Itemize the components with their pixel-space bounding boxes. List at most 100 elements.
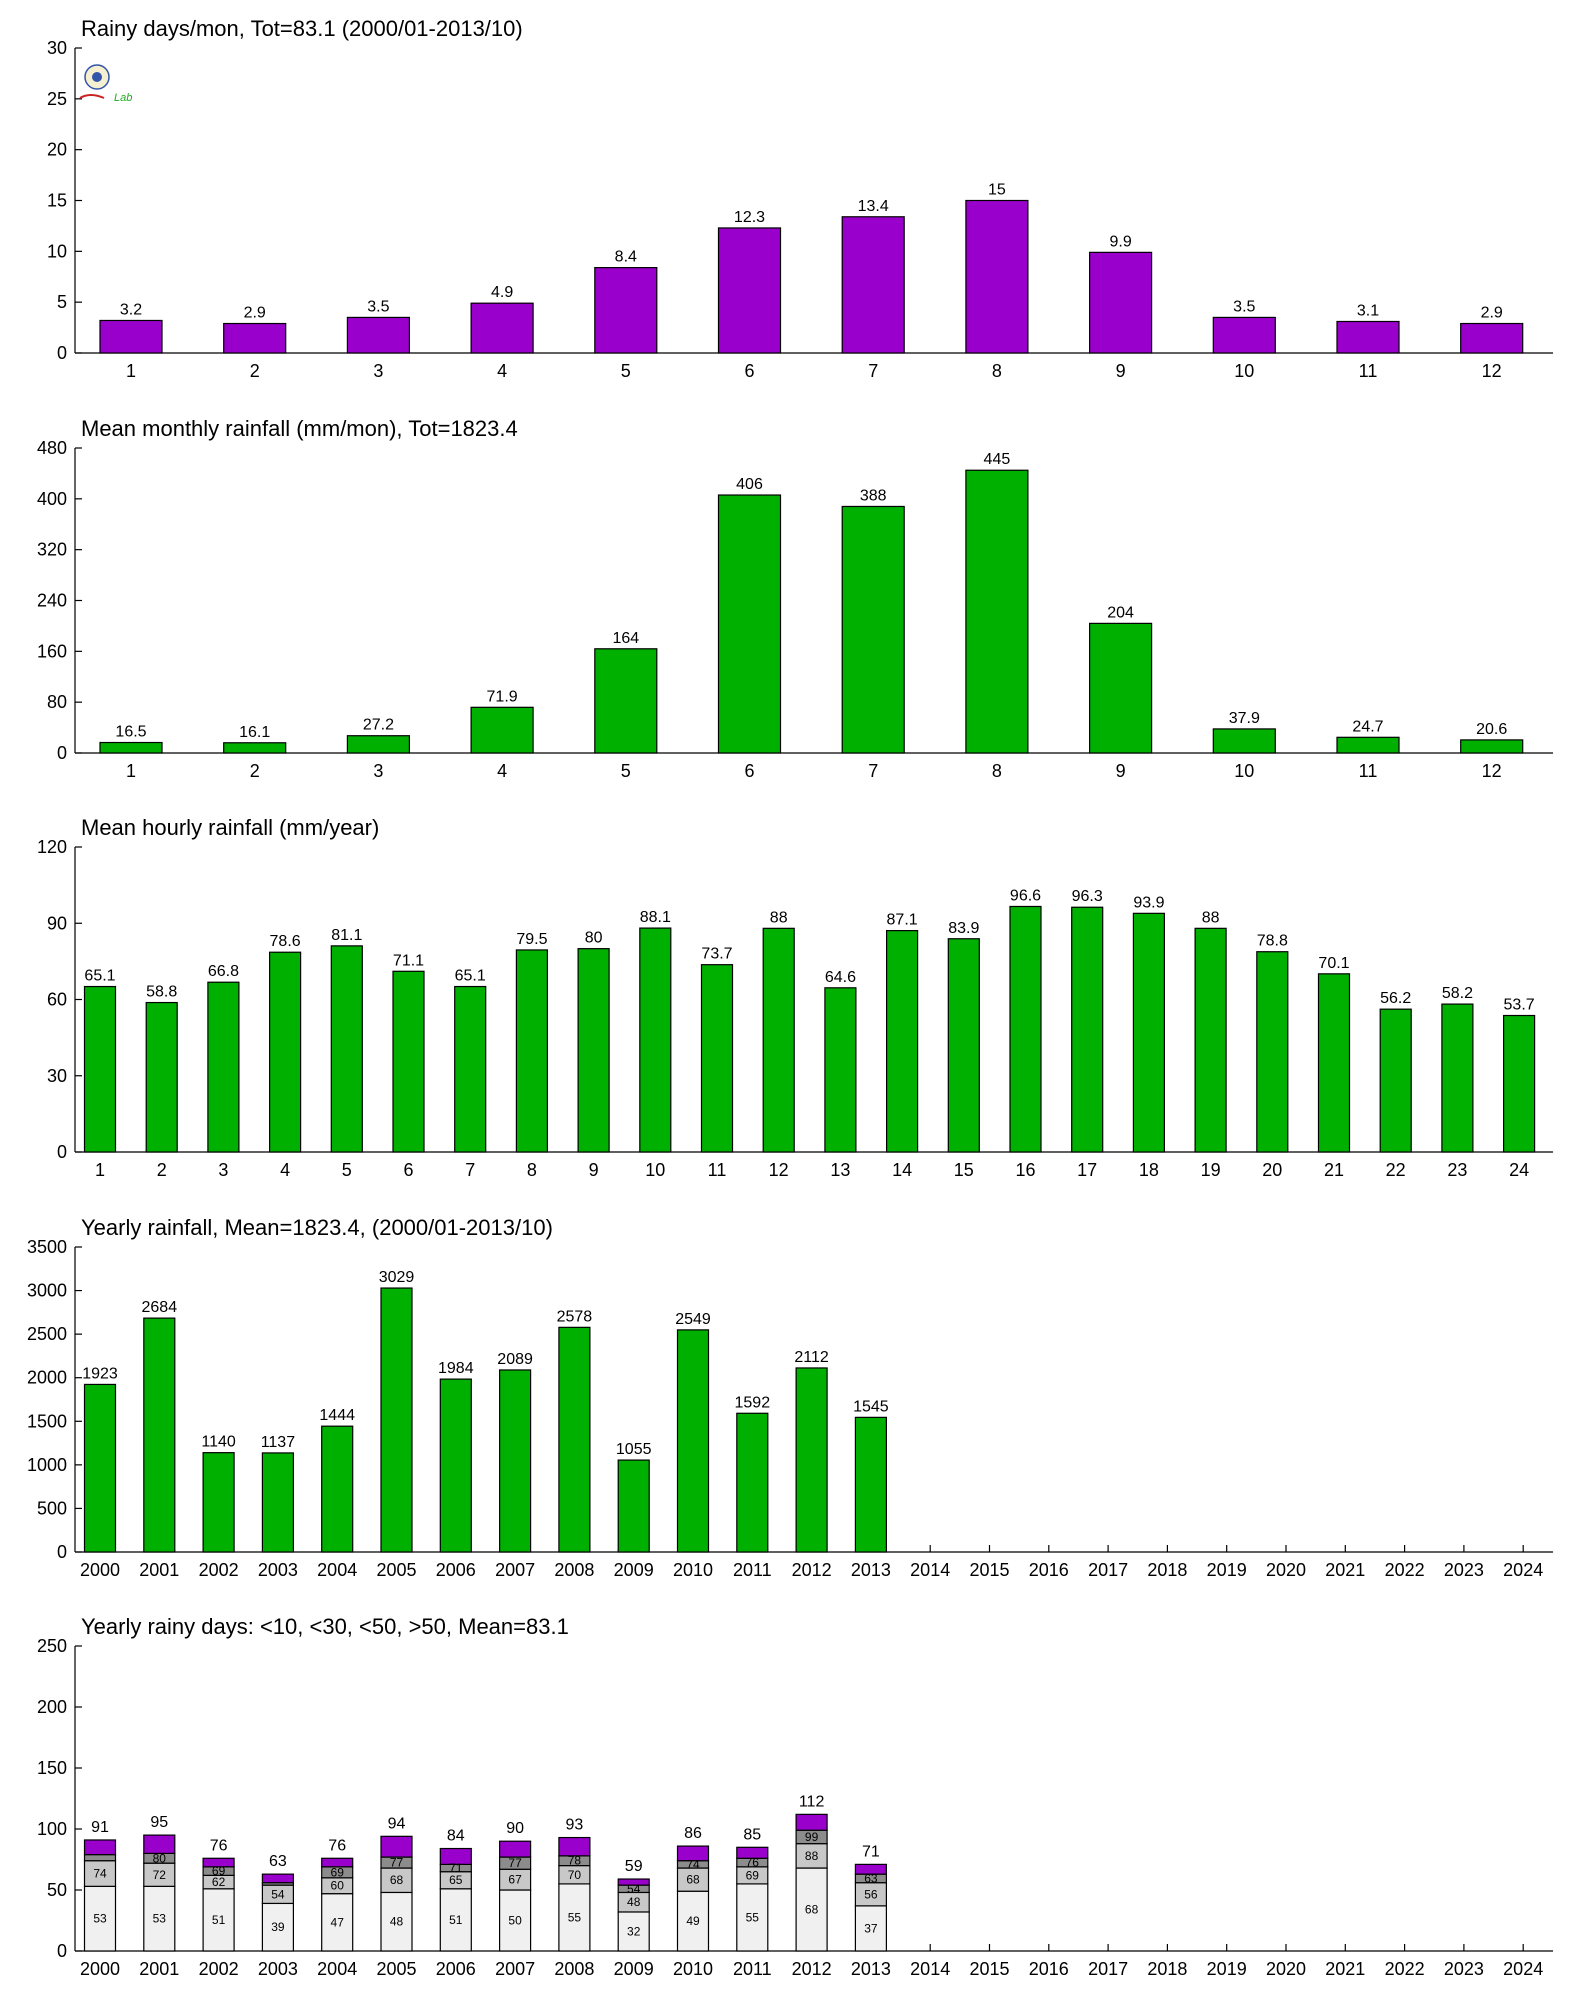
x-tick-label: 2022 xyxy=(1385,1959,1425,1979)
x-tick-label: 16 xyxy=(1015,1160,1035,1180)
bar-value-label: 3029 xyxy=(379,1269,415,1286)
bar-value-label: 15 xyxy=(988,182,1006,199)
chart-title: Yearly rainy days: <10, <30, <50, >50, M… xyxy=(81,1614,569,1639)
bar xyxy=(795,1367,828,1553)
bar-value-label: 78.6 xyxy=(270,933,301,950)
stack-inner-label: 48 xyxy=(627,1895,641,1909)
logo: Lab xyxy=(79,64,132,104)
x-tick-label: 2021 xyxy=(1325,1560,1365,1580)
x-tick-label: 3 xyxy=(218,1160,228,1180)
bar xyxy=(577,948,610,1153)
x-tick-label: 12 xyxy=(769,1160,789,1180)
bar-value-label: 65.1 xyxy=(455,968,486,985)
x-tick-label: 1 xyxy=(126,361,136,381)
stack-segment xyxy=(439,1888,472,1952)
y-tick-label: 3000 xyxy=(27,1281,67,1301)
stack-inner-label: 37 xyxy=(864,1921,878,1935)
bar-value-label: 1592 xyxy=(735,1394,771,1411)
stack-inner-label: 72 xyxy=(153,1868,167,1882)
x-tick-label: 2010 xyxy=(673,1560,713,1580)
x-tick-label: 2 xyxy=(250,761,260,781)
stack-inner-label: 32 xyxy=(627,1924,641,1938)
bar xyxy=(1212,316,1276,354)
bar xyxy=(269,951,302,1153)
bar xyxy=(223,322,287,354)
x-tick-label: 2013 xyxy=(851,1560,891,1580)
bar-value-label: 96.6 xyxy=(1010,887,1041,904)
bar xyxy=(700,964,734,1153)
x-tick-label: 2005 xyxy=(376,1560,416,1580)
bar-value-label: 65.1 xyxy=(84,968,115,985)
bar xyxy=(83,1383,117,1553)
chart-panel-1: Rainy days/mon, Tot=83.1 (2000/01-2013/1… xyxy=(47,16,1553,381)
stack-inner-label: 70 xyxy=(568,1868,582,1882)
bar-value-label: 1923 xyxy=(82,1365,118,1382)
bar-value-label: 2089 xyxy=(497,1351,533,1368)
stack-inner-label: 53 xyxy=(153,1912,167,1926)
bar xyxy=(841,505,905,754)
x-tick-label: 2006 xyxy=(436,1560,476,1580)
x-tick-label: 14 xyxy=(892,1160,912,1180)
bar xyxy=(470,706,534,754)
bar xyxy=(1194,927,1227,1153)
y-tick-label: 60 xyxy=(47,990,67,1010)
x-tick-label: 12 xyxy=(1482,761,1502,781)
x-tick-label: 9 xyxy=(1116,361,1126,381)
chart-title: Mean monthly rainfall (mm/mon), Tot=1823… xyxy=(81,416,518,441)
y-tick-label: 400 xyxy=(37,489,67,509)
stack-inner-label: 62 xyxy=(212,1875,226,1889)
bar-value-label: 2684 xyxy=(142,1299,178,1316)
stack-inner-label: 68 xyxy=(686,1873,700,1887)
bar xyxy=(346,316,410,354)
x-tick-label: 2001 xyxy=(139,1959,179,1979)
x-tick-label: 11 xyxy=(1359,361,1378,381)
stack-segment xyxy=(499,1840,532,1858)
bar-value-label: 88 xyxy=(1202,909,1220,926)
stack-inner-label: 88 xyxy=(805,1849,819,1863)
x-tick-label: 2010 xyxy=(673,1959,713,1979)
bar xyxy=(392,970,425,1153)
x-tick-label: 2 xyxy=(157,1160,167,1180)
y-tick-label: 500 xyxy=(37,1498,67,1518)
x-tick-label: 22 xyxy=(1386,1160,1406,1180)
bar-value-label: 96.3 xyxy=(1072,888,1103,905)
x-tick-label: 10 xyxy=(1234,361,1254,381)
x-tick-label: 2017 xyxy=(1088,1959,1128,1979)
bar-total-label: 63 xyxy=(269,1853,287,1870)
bar-value-label: 1137 xyxy=(261,1434,296,1451)
bar-value-label: 53.7 xyxy=(1504,997,1535,1014)
chart-panel-4: Yearly rainfall, Mean=1823.4, (2000/01-2… xyxy=(27,1215,1553,1580)
chart-title: Yearly rainfall, Mean=1823.4, (2000/01-2… xyxy=(81,1215,553,1240)
x-tick-label: 6 xyxy=(744,361,754,381)
stack-segment xyxy=(558,1836,591,1857)
bar-total-label: 76 xyxy=(210,1837,228,1854)
bar-total-label: 95 xyxy=(150,1814,168,1831)
bar-value-label: 81.1 xyxy=(331,927,362,944)
bar-value-label: 2.9 xyxy=(244,305,266,322)
bar xyxy=(594,267,658,354)
stack-inner-label: 71 xyxy=(449,1861,463,1875)
bar xyxy=(261,1452,294,1553)
bar-value-label: 406 xyxy=(736,476,763,493)
stack-segment xyxy=(795,1867,828,1952)
bar-value-label: 4.9 xyxy=(491,284,513,301)
bar-value-label: 3.5 xyxy=(367,298,389,315)
bar-value-label: 3.2 xyxy=(120,301,142,318)
x-tick-label: 2007 xyxy=(495,1959,535,1979)
bar-total-label: 59 xyxy=(625,1858,643,1875)
stack-inner-label: 39 xyxy=(271,1920,285,1934)
stack-inner-label: 67 xyxy=(508,1873,522,1887)
x-tick-label: 2019 xyxy=(1207,1959,1247,1979)
bar xyxy=(639,927,672,1153)
x-tick-label: 2006 xyxy=(436,1959,476,1979)
bar-value-label: 93.9 xyxy=(1133,894,1164,911)
x-tick-label: 7 xyxy=(465,1160,475,1180)
stack-segment xyxy=(83,1854,117,1862)
stack-segment xyxy=(202,1888,235,1952)
bar-value-label: 2578 xyxy=(557,1308,593,1325)
x-tick-label: 2005 xyxy=(376,1959,416,1979)
x-tick-label: 2009 xyxy=(614,1959,654,1979)
bar xyxy=(1071,906,1104,1153)
bar-value-label: 20.6 xyxy=(1476,721,1507,738)
